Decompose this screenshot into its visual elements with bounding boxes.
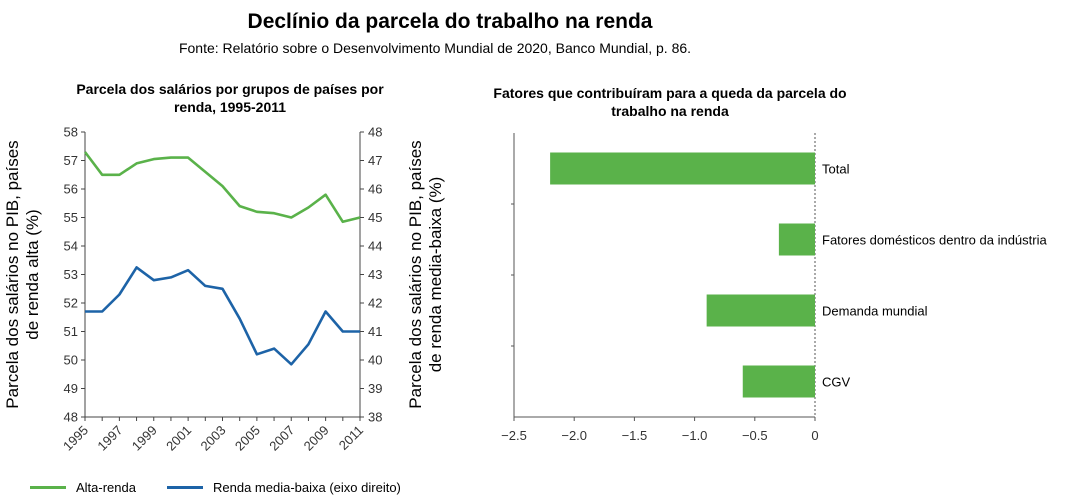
line-chart-title: Parcela dos salários por grupos de paíse… [76, 81, 384, 115]
right-y-tick-label: 41 [368, 324, 382, 339]
right-y-tick-label: 43 [368, 267, 382, 282]
left-y-tick-label: 58 [64, 125, 78, 140]
bar-category-label: CGV [822, 375, 851, 390]
legend-swatch-blue [167, 486, 203, 489]
axis-title-line: de renda alta (%) [23, 209, 42, 339]
right-y-tick-label: 42 [368, 296, 382, 311]
left-y-tick-label: 48 [64, 410, 78, 425]
main-title: Declínio da parcela do trabalho na renda [247, 10, 653, 33]
left-y-tick-label: 55 [64, 210, 78, 225]
bar-x-tick-label: −2.0 [561, 428, 587, 443]
bar [778, 223, 815, 256]
right-y-tick-label: 38 [368, 410, 382, 425]
bar [742, 365, 815, 398]
bar [550, 152, 815, 185]
left-y-tick-label: 51 [64, 324, 78, 339]
left-y-tick-label: 54 [64, 239, 78, 254]
bar-chart-title: Fatores que contribuíram para a queda da… [493, 85, 847, 119]
right-y-tick-label: 45 [368, 210, 382, 225]
right-y-tick-label: 40 [368, 353, 382, 368]
right-y-axis-title: Parcela dos salários no PIB, países de re… [406, 140, 445, 408]
left-y-tick-label: 50 [64, 353, 78, 368]
bar-x-tick-label: 0 [811, 428, 818, 443]
bar-category-label: Total [822, 162, 850, 177]
left-y-tick-label: 56 [64, 182, 78, 197]
legend-swatch-green [30, 486, 66, 489]
right-y-tick-label: 39 [368, 381, 382, 396]
left-y-axis-title: Parcela dos salários no PIB, países de re… [3, 140, 42, 408]
legend-item-low-mid-income: Renda media-baixa (eixo direito) [167, 480, 401, 495]
bar [706, 294, 815, 327]
bar-x-tick-label: −2.5 [501, 428, 527, 443]
legend-label: Alta-renda [76, 480, 136, 495]
bar-category-label: Fatores domésticos dentro da indústria [822, 233, 1047, 248]
left-y-tick-label: 53 [64, 267, 78, 282]
axis-title-line: de renda media-baixa (%) [426, 177, 445, 373]
left-y-tick-label: 52 [64, 296, 78, 311]
bar-x-tick-label: −1.5 [622, 428, 648, 443]
left-y-tick-label: 57 [64, 153, 78, 168]
bar-x-tick-label: −1.0 [682, 428, 708, 443]
right-y-tick-label: 46 [368, 182, 382, 197]
series-line-high-income [83, 151, 361, 224]
bar-category-label: Demanda mundial [822, 304, 928, 319]
axis-title-line: Parcela dos salários no PIB, países [406, 140, 425, 408]
axis-title-line: Parcela dos salários no PIB, países [3, 140, 22, 408]
right-y-tick-label: 44 [368, 239, 382, 254]
right-y-tick-label: 48 [368, 125, 382, 140]
bar-x-tick-label: −0.5 [742, 428, 768, 443]
series-line-low-mid-income [85, 266, 360, 366]
legend-label: Renda media-baixa (eixo direito) [213, 480, 401, 495]
left-y-tick-label: 49 [64, 381, 78, 396]
source-text: Fonte: Relatório sobre o Desenvolvimento… [178, 40, 692, 56]
legend-item-high-income: Alta-renda [30, 480, 136, 495]
right-y-tick-label: 47 [368, 153, 382, 168]
